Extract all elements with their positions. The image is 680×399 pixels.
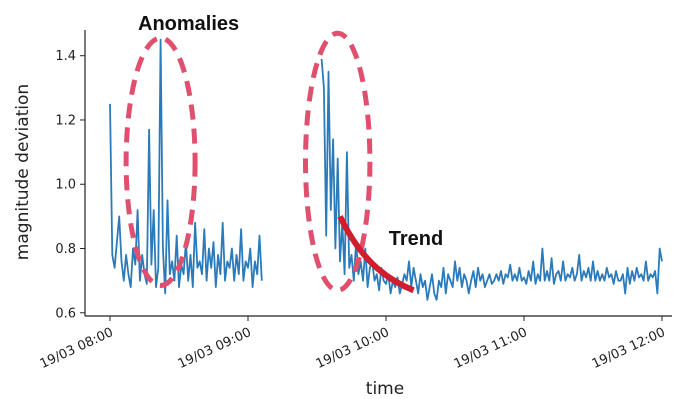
y-axis-label: magnitude deviation <box>13 84 33 260</box>
series-line <box>109 38 263 295</box>
y-tick-label: 1.0 <box>55 178 76 193</box>
y-tick-label: 1.4 <box>55 49 76 64</box>
x-tick-label: 19/03 12:00 <box>590 325 668 372</box>
anomaly-ellipse <box>303 30 373 293</box>
x-tick-label: 19/03 08:00 <box>38 325 116 372</box>
x-axis-label: time <box>366 379 404 399</box>
x-ticks: 19/03 08:00 19/03 09:00 19/03 10:00 19/03 1… <box>38 316 668 372</box>
x-tick-label: 19/03 11:00 <box>452 325 530 372</box>
y-tick-label: 0.6 <box>55 306 76 321</box>
anomaly-ellipse <box>123 35 198 288</box>
annotation-layer: Anomalies Trend <box>123 13 443 294</box>
y-tick-label: 0.8 <box>55 242 76 257</box>
series-line <box>320 58 663 301</box>
x-tick-label: 19/03 09:00 <box>176 325 254 372</box>
trend-curve <box>337 215 415 294</box>
anomalies-label: Anomalies <box>138 13 239 35</box>
y-tick-label: 1.2 <box>55 113 76 128</box>
y-ticks: 0.6 0.8 1.0 1.2 1.4 <box>55 49 85 321</box>
trend-label: Trend <box>389 228 443 250</box>
x-tick-label: 19/03 10:00 <box>314 325 392 372</box>
